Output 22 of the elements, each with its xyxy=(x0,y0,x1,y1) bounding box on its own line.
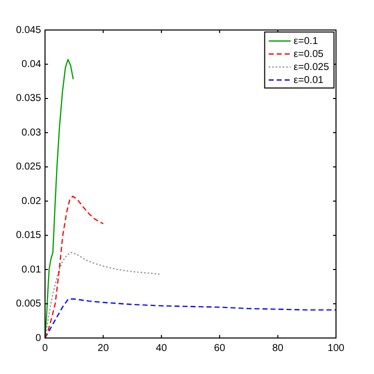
x-tick-label: 100 xyxy=(328,342,345,354)
legend-label: ε=0.1 xyxy=(294,36,318,47)
y-tick-label: 0.025 xyxy=(16,162,42,173)
y-tick-label: 0.04 xyxy=(22,58,42,70)
y-tick-label: 0.02 xyxy=(22,196,42,207)
x-tick-label: 40 xyxy=(156,342,168,354)
y-tick-label: 0.01 xyxy=(22,264,42,276)
legend-label: ε=0.025 xyxy=(294,62,330,73)
y-tick-label: 0.03 xyxy=(22,127,42,138)
y-tick-label: 0.015 xyxy=(16,230,42,242)
x-tick-label: 0 xyxy=(42,342,48,354)
line-series xyxy=(45,196,104,338)
y-tick-label: 0.045 xyxy=(16,24,42,36)
legend-label: ε=0.05 xyxy=(294,48,324,60)
y-tick-label: 0 xyxy=(35,332,42,344)
y-tick-label: 0.005 xyxy=(16,298,42,310)
y-tick-label: 0.035 xyxy=(16,93,42,104)
legend-label: ε=0.01 xyxy=(294,74,324,86)
x-tick-label: 60 xyxy=(214,342,226,354)
x-tick-label: 80 xyxy=(272,342,284,354)
x-tick-label: 20 xyxy=(98,342,110,354)
line-series xyxy=(45,298,336,338)
